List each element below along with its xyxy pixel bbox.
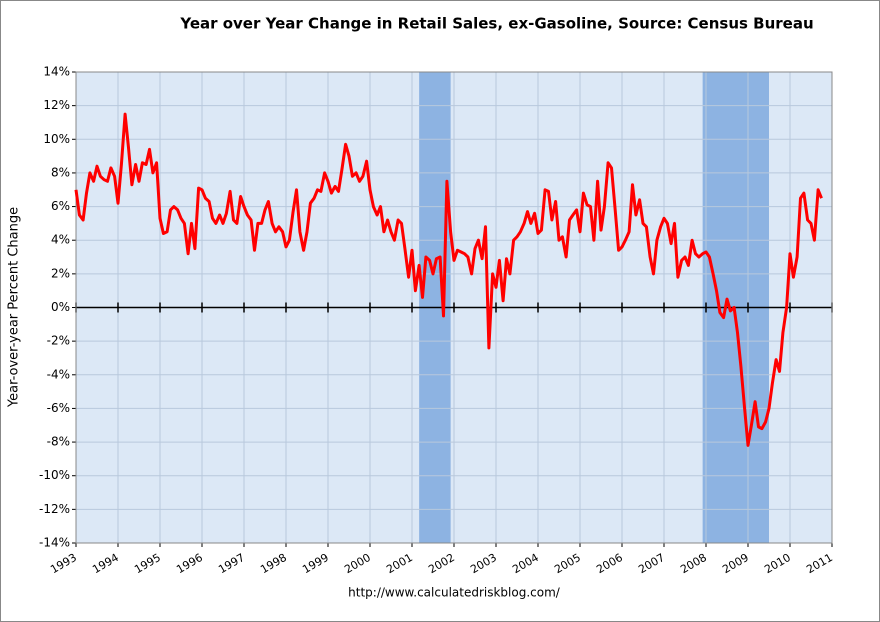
plot-frame — [75, 71, 833, 544]
y-axis-label: Year-over-year Percent Change — [7, 207, 22, 408]
y-tick-label: 12% — [43, 98, 70, 112]
y-tick-label: 2% — [51, 266, 70, 280]
y-tick-label: -10% — [39, 468, 70, 482]
source-note: http://www.calculatedriskblog.com/ — [348, 586, 561, 600]
y-tick-label: -12% — [39, 502, 70, 516]
chart-title: Year over Year Change in Retail Sales, e… — [179, 15, 813, 33]
y-tick-label: -2% — [47, 334, 70, 348]
y-tick-label: 8% — [51, 165, 70, 179]
y-tick-label: -8% — [47, 435, 70, 449]
y-tick-label: 4% — [51, 233, 70, 247]
y-tick-label: -14% — [39, 536, 70, 550]
data-line — [74, 112, 823, 447]
y-tick-label: 0% — [51, 300, 70, 314]
y-tick-label: -4% — [47, 367, 70, 381]
y-tick-label: -6% — [47, 401, 70, 415]
y-tick-label: 10% — [43, 132, 70, 146]
y-tick-label: 6% — [51, 199, 70, 213]
y-tick-label: 14% — [43, 65, 70, 79]
